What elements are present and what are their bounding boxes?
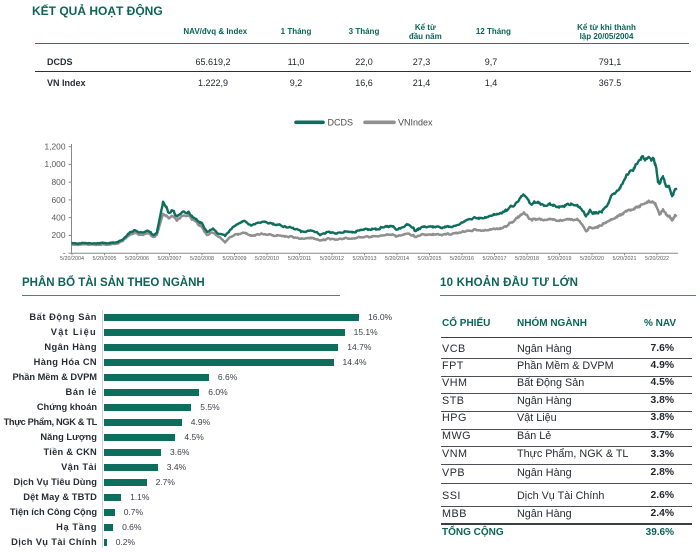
svg-text:5/20/2015: 5/20/2015 [418,256,442,262]
svg-text:5/20/2009: 5/20/2009 [223,256,247,262]
svg-text:1,000: 1,000 [45,159,66,169]
svg-text:5/20/2022: 5/20/2022 [645,256,669,262]
svg-text:5/20/2014: 5/20/2014 [385,256,409,262]
svg-text:5/20/2008: 5/20/2008 [190,256,214,262]
svg-text:5/20/2016: 5/20/2016 [450,256,474,262]
svg-text:5/20/2019: 5/20/2019 [548,256,572,262]
svg-text:5/20/2004: 5/20/2004 [60,256,84,262]
svg-text:5/20/2021: 5/20/2021 [613,256,637,262]
svg-text:5/20/2020: 5/20/2020 [580,256,604,262]
svg-text:400: 400 [52,213,66,223]
svg-text:5/20/2007: 5/20/2007 [158,256,182,262]
svg-text:5/20/2011: 5/20/2011 [288,256,312,262]
svg-text:5/20/2018: 5/20/2018 [515,256,539,262]
svg-text:5/20/2010: 5/20/2010 [255,256,279,262]
svg-text:200: 200 [52,230,66,240]
svg-text:-: - [63,247,66,257]
svg-text:5/20/2017: 5/20/2017 [483,256,507,262]
svg-text:5/20/2013: 5/20/2013 [353,256,377,262]
svg-text:1,200: 1,200 [45,142,66,152]
svg-text:800: 800 [52,177,66,187]
svg-text:600: 600 [52,195,66,205]
svg-text:5/20/2005: 5/20/2005 [93,256,117,262]
svg-text:DCDS: DCDS [328,117,354,127]
svg-text:VNIndex: VNIndex [398,117,433,127]
svg-text:5/20/2006: 5/20/2006 [125,256,149,262]
svg-text:5/20/2012: 5/20/2012 [320,256,344,262]
